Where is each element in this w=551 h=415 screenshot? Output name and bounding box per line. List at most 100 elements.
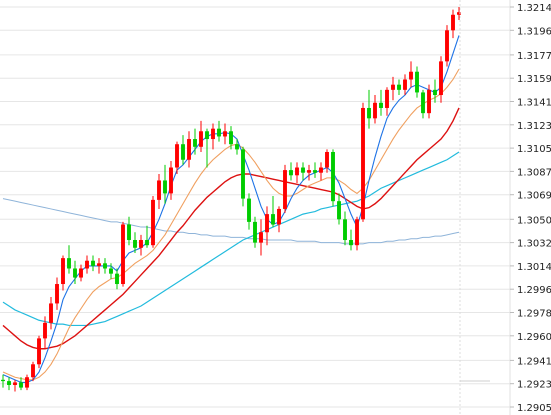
candle-body: [49, 303, 53, 323]
candle-body: [277, 208, 281, 225]
candle-body: [163, 180, 167, 194]
candle-body: [355, 219, 359, 246]
candle-body: [1, 379, 5, 382]
candle-body: [151, 199, 155, 246]
candle-body: [19, 382, 23, 388]
candle-down: [205, 128, 209, 168]
candle-body: [301, 167, 305, 173]
candle-up: [43, 316, 47, 349]
candle-body: [373, 102, 377, 119]
candle-body: [349, 240, 353, 246]
candle-up: [157, 173, 161, 209]
candle-body: [337, 201, 341, 220]
grid-lines: [0, 6, 510, 408]
candle-body: [193, 139, 197, 147]
y-tick-label: 1.3123: [517, 121, 551, 132]
candle-up: [121, 221, 125, 287]
candle-body: [379, 102, 383, 108]
y-tick-label: 1.2905: [517, 403, 551, 414]
candle-up: [223, 123, 227, 145]
candle-body: [85, 260, 89, 269]
candle-body: [271, 214, 275, 225]
candle-down: [253, 216, 257, 248]
candle-body: [133, 240, 137, 248]
y-tick-label: 1.3087: [517, 167, 551, 178]
candle-down: [181, 135, 185, 165]
candle-up: [211, 123, 215, 150]
candle-up: [187, 131, 191, 168]
candle-body: [79, 268, 83, 278]
candle-body: [187, 139, 191, 160]
candle-down: [109, 263, 113, 279]
ma-slow-line: [2, 107, 460, 350]
candle-up: [445, 25, 449, 67]
candle-body: [427, 89, 431, 114]
candle-body: [409, 71, 413, 80]
candle-down: [289, 162, 293, 181]
candle-body: [181, 144, 185, 160]
y-tick-label: 1.2960: [517, 332, 551, 343]
candle-body: [223, 131, 227, 137]
candle-up: [457, 7, 461, 20]
candle-up: [13, 379, 17, 392]
candle-down: [415, 66, 419, 98]
y-tick-label: 1.2941: [517, 356, 551, 367]
candle-up: [385, 87, 389, 116]
candle-body: [121, 224, 125, 285]
candle-body: [433, 89, 437, 96]
candle-up: [391, 76, 395, 101]
candle-body: [157, 180, 161, 200]
candle-body: [25, 377, 29, 388]
candle-body: [211, 128, 215, 140]
candle-down: [145, 225, 149, 248]
candle-body: [61, 258, 65, 285]
candle-down: [397, 79, 401, 96]
candle-down: [433, 79, 437, 103]
candle-body: [259, 232, 263, 243]
candle-up: [151, 195, 155, 248]
candle-up: [199, 120, 203, 152]
candle-down: [103, 258, 107, 274]
candle-up: [175, 141, 179, 174]
candle-up: [55, 277, 59, 310]
candle-down: [235, 139, 239, 155]
candle-body: [217, 128, 221, 137]
candle-up: [49, 296, 53, 330]
candle-body: [283, 170, 287, 209]
candle-body: [13, 382, 17, 385]
candle-down: [343, 211, 347, 246]
candle-body: [421, 92, 425, 114]
candle-up: [319, 162, 323, 181]
candle-up: [361, 102, 365, 222]
candle-up: [169, 161, 173, 200]
y-tick-label: 1.3032: [517, 239, 551, 250]
candle-up: [439, 56, 443, 103]
candle-body: [307, 170, 311, 173]
candle-body: [175, 144, 179, 168]
candle-body: [391, 84, 395, 90]
y-axis: 1.3214 1.3196 1.3177 1.3159 1.3141 1.3123 1.31…: [510, 3, 551, 414]
candle-body: [445, 30, 449, 62]
candle-down: [421, 89, 425, 119]
candle-down: [133, 232, 137, 253]
candles: [1, 7, 461, 392]
candle-body: [7, 381, 11, 385]
candle-up: [79, 264, 83, 282]
candle-up: [295, 162, 299, 184]
candle-down: [19, 377, 23, 391]
candle-down: [1, 374, 5, 388]
candle-up: [355, 216, 359, 251]
candle-up: [31, 361, 35, 382]
candle-body: [313, 170, 317, 173]
candle-down: [229, 126, 233, 150]
candle-up: [139, 234, 143, 256]
y-tick-label: 1.3159: [517, 74, 551, 85]
candle-up: [451, 9, 455, 39]
y-tick-label: 1.3141: [517, 97, 551, 108]
y-tick-label: 1.3050: [517, 215, 551, 226]
candle-body: [265, 214, 269, 233]
candle-body: [109, 268, 113, 274]
candle-down: [127, 216, 131, 246]
